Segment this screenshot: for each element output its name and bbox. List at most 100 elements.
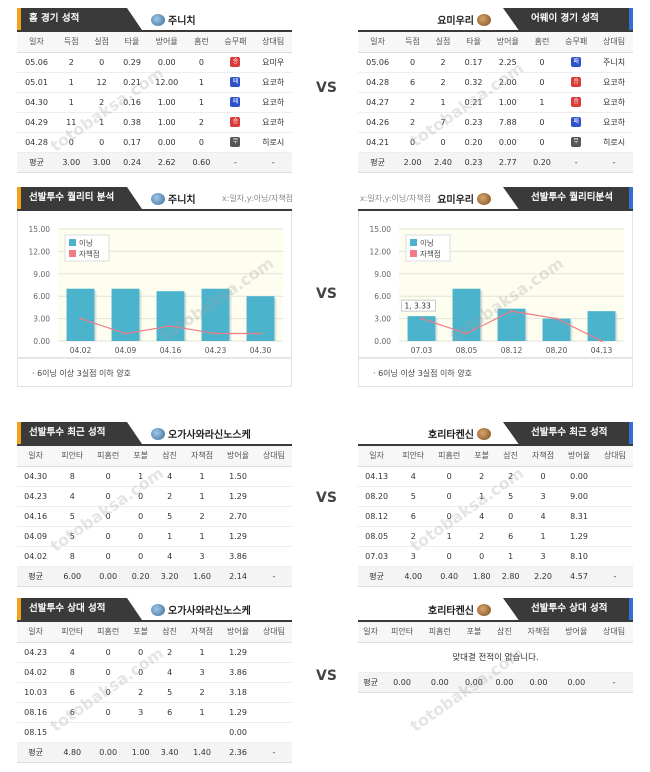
table-cell: 04.13 [358,466,396,487]
bar-innings [497,308,526,341]
vs-label: VS [316,668,337,684]
table-cell: 8 [54,466,91,487]
cell-avg: 0.21 [458,92,489,113]
table-cell: 0 [126,506,156,527]
avg-cell-era: 2.62 [147,152,187,173]
table-cell: 08.05 [358,526,396,547]
avg-cell-avg: 0.24 [116,152,148,173]
point-earned-runs [555,317,558,320]
avg-cell: 0.00 [519,672,558,693]
table-cell: 0 [90,506,127,527]
cell-allowed: 2 [86,92,117,113]
result-badge: 패 [230,97,241,107]
away-record-title: 어웨이 경기 성적 [503,8,633,30]
tooltip-text: 1, 3.33 [405,302,431,311]
result-badge: 패 [571,117,582,127]
axis-hint: x:일자,y:이닝/자책점 [360,194,432,203]
table-row: 04.23 4 0 0 2 1 1.29 [17,642,292,663]
avg-cell: 0.00 [420,672,459,693]
column-header: 득점 [56,32,87,53]
table-cell: 1 [431,526,468,547]
table-cell: 04.02 [17,546,55,567]
table-cell [596,546,633,567]
cell-date: 04.21 [358,132,398,153]
pitcher-recent-panel-left: 선발투수 최근 성적 오가사와라신노스케 일자 피안타 피홈런 포볼 삼진 자책점 방어율 상… [17,422,292,587]
table-cell: 0 [126,662,156,683]
table-cell: 04.16 [17,506,55,527]
table-cell: 2 [184,682,221,703]
cell-era: 0.00 [147,132,187,153]
avg-cell: 2.80 [496,566,526,587]
pitcher-recent-title: 선발투수 최근 성적 [17,422,142,444]
accent-stripe [17,187,21,209]
column-header: 방어율 [488,32,527,53]
table-cell: 4 [54,642,91,663]
average-row: 평균 6.00 0.00 0.20 3.20 1.60 2.14- [17,566,292,587]
pitcher-name: 호리타켄신 [428,606,474,617]
table-cell: 2 [395,526,432,547]
column-header: 승무패 [557,32,596,53]
axis-hint: x:일자,y:이닝/자책점 [222,194,294,203]
cell-era: 2.00 [488,72,527,93]
table-cell: 08.16 [17,702,55,723]
table-cell: 1.29 [220,702,256,723]
table-row: 08.20 5 0 1 5 3 9.00 [358,486,633,507]
cell-allowed: 0 [86,132,117,153]
table-cell: 1 [184,642,221,663]
bar-innings [407,316,436,341]
average-row: 평균 4.00 0.40 1.80 2.80 2.20 4.57- [358,566,633,587]
table-cell: 3.86 [220,662,256,683]
table-cell: 2 [467,466,497,487]
table-cell: 3.18 [220,682,256,703]
avg-cell: 0.00 [489,672,520,693]
cell-result: 패 [216,72,255,93]
table-cell [54,722,91,743]
table-cell: 08.12 [358,506,396,527]
avg-cell-allowed: 3.00 [86,152,117,173]
avg-cell: 평균 [358,672,384,693]
avg-cell: 0.20 [126,566,156,587]
table-row: 04.29 11 1 0.38 1.00 2 승 요코하 [17,112,292,133]
table-cell [255,546,292,567]
quality-chart-right: 0.00 3.00 6.00 9.00 12.00 15.00 07.03 08.05 08.1… [358,211,633,358]
cell-avg: 0.17 [458,52,489,73]
column-header: 실점 [86,32,117,53]
table-cell: 04.30 [17,466,55,487]
column-header: 타율 [116,32,148,53]
pitcher-quality-panel-right: x:일자,y:이닝/자책점 요미우리 선발투수 퀄리티분석 0.00 3.00 6.… [358,187,633,387]
column-header: 포볼 [467,446,497,467]
cell-hr: 0 [526,52,558,73]
column-header: 실점 [427,32,459,53]
cell-date: 05.06 [358,52,398,73]
away-record-table: 일자 득점 실점 타율 방어율 홈런 승무패 상대팀 05.06 0 2 0.17 2.25 0 패 주니치… [358,32,633,173]
cell-avg: 0.38 [116,112,148,133]
table-cell: 0.00 [220,722,256,743]
column-header: 홈런 [526,32,558,53]
table-cell [126,722,156,743]
legend-swatch-earned-runs [69,250,76,257]
column-header: 피안타 [54,622,91,643]
table-cell: 04.02 [17,662,55,683]
avg-cell-hr: 0.60 [186,152,217,173]
away-record-panel: 요미우리 어웨이 경기 성적 일자 득점 실점 타율 방어율 홈런 승무패 상대팀 05.06… [358,8,633,173]
table-row: 05.06 2 0 0.29 0.00 0 승 요미우 [17,52,292,73]
table-cell: 2 [496,466,526,487]
quality-title: 선발투수 퀄리티 분석 [17,187,142,209]
table-cell: 0 [431,486,468,507]
x-tick-label: 04.16 [160,346,182,355]
accent-stripe [17,422,21,444]
cell-hr: 0 [526,112,558,133]
column-header: 포볼 [126,446,156,467]
table-row: 07.03 3 0 0 1 3 8.10 [358,546,633,567]
table-cell [255,506,292,527]
table-cell: 0 [90,662,127,683]
column-header: 자책점 [525,446,562,467]
result-badge: 승 [571,77,582,87]
table-cell: 1.29 [220,526,256,547]
avg-cell: 4.57 [561,566,597,587]
table-cell: 6 [395,506,432,527]
cell-opp: 요코하 [595,112,633,133]
avg-cell: 2.36 [220,742,256,763]
cell-era: 2.25 [488,52,527,73]
